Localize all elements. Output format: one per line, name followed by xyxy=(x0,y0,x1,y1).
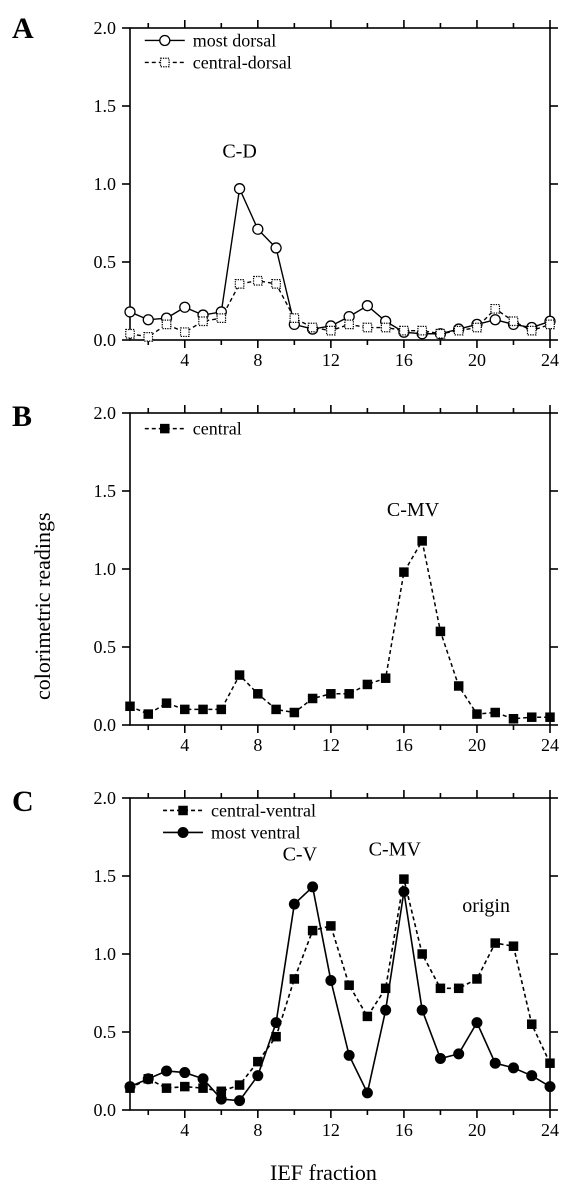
svg-text:C-D: C-D xyxy=(222,140,256,162)
svg-text:central-dorsal: central-dorsal xyxy=(193,52,292,72)
svg-text:C-V: C-V xyxy=(283,843,318,865)
svg-text:central: central xyxy=(193,419,242,439)
svg-text:C-MV: C-MV xyxy=(387,499,440,521)
svg-text:0.5: 0.5 xyxy=(94,252,117,272)
svg-text:20: 20 xyxy=(468,735,486,755)
svg-text:24: 24 xyxy=(541,735,559,755)
svg-text:2.0: 2.0 xyxy=(94,18,117,38)
svg-text:8: 8 xyxy=(253,350,262,370)
svg-text:0.5: 0.5 xyxy=(94,1022,117,1042)
panel-label-a: A xyxy=(12,12,34,46)
svg-text:0.0: 0.0 xyxy=(94,715,117,735)
svg-text:2.0: 2.0 xyxy=(94,788,117,808)
svg-text:0.0: 0.0 xyxy=(94,330,117,350)
chart-panel-a: 0.0 0.5 1.0 1.5 2.0 4 8 12 16 20 24 C-D most dorsalc… xyxy=(60,10,560,380)
svg-text:1.0: 1.0 xyxy=(94,944,117,964)
svg-text:C-MV: C-MV xyxy=(369,839,422,861)
svg-text:2.0: 2.0 xyxy=(94,403,117,423)
svg-text:24: 24 xyxy=(541,1120,559,1140)
panel-label-b: B xyxy=(12,400,32,434)
svg-text:origin: origin xyxy=(462,895,510,917)
svg-text:1.5: 1.5 xyxy=(94,96,117,116)
svg-text:20: 20 xyxy=(468,1120,486,1140)
chart-panel-c: 0.0 0.5 1.0 1.5 2.0 4 8 12 16 20 24 C-V C-MV origin ce… xyxy=(60,780,560,1170)
svg-text:1.0: 1.0 xyxy=(94,559,117,579)
svg-text:most dorsal: most dorsal xyxy=(193,30,276,50)
svg-text:central-ventral: central-ventral xyxy=(211,800,316,820)
svg-text:8: 8 xyxy=(253,735,262,755)
svg-text:4: 4 xyxy=(180,1120,189,1140)
y-axis-label: colorimetric readings xyxy=(30,512,56,700)
svg-text:8: 8 xyxy=(253,1120,262,1140)
chart-panel-b: 0.0 0.5 1.0 1.5 2.0 4 8 12 16 20 24 C-MV central xyxy=(60,395,560,765)
svg-text:0.0: 0.0 xyxy=(94,1100,117,1120)
svg-text:12: 12 xyxy=(322,735,340,755)
svg-text:24: 24 xyxy=(541,350,559,370)
svg-text:4: 4 xyxy=(180,350,189,370)
svg-text:0.5: 0.5 xyxy=(94,637,117,657)
svg-text:12: 12 xyxy=(322,350,340,370)
svg-text:1.5: 1.5 xyxy=(94,866,117,886)
svg-text:1.0: 1.0 xyxy=(94,174,117,194)
panel-label-c: C xyxy=(12,785,34,819)
svg-text:most ventral: most ventral xyxy=(211,822,300,842)
svg-text:12: 12 xyxy=(322,1120,340,1140)
svg-text:20: 20 xyxy=(468,350,486,370)
svg-text:16: 16 xyxy=(395,735,413,755)
svg-text:16: 16 xyxy=(395,1120,413,1140)
svg-text:16: 16 xyxy=(395,350,413,370)
svg-text:4: 4 xyxy=(180,735,189,755)
svg-text:1.5: 1.5 xyxy=(94,481,117,501)
